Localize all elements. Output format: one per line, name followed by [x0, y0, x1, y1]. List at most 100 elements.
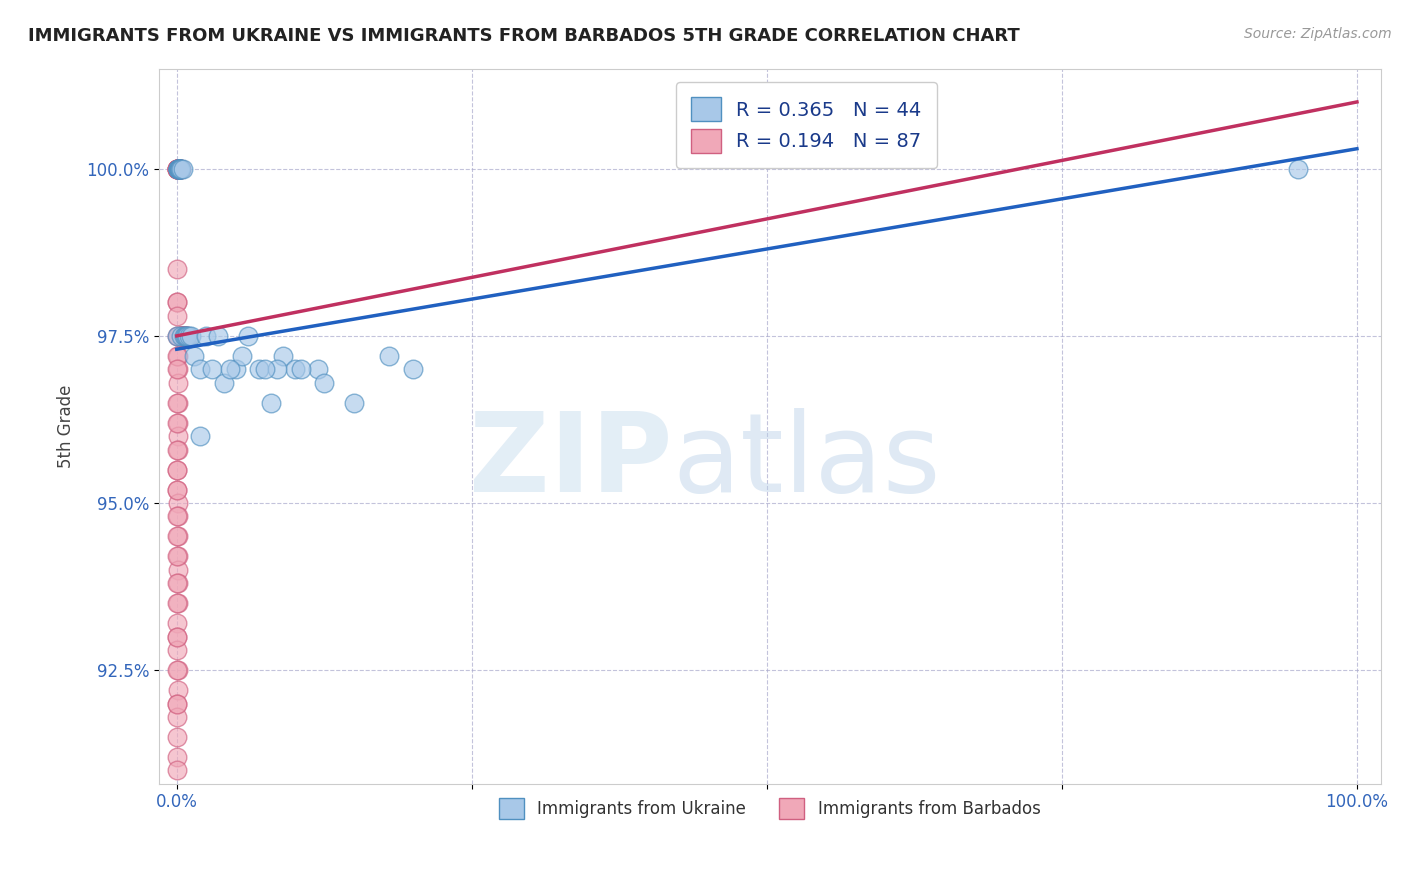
Point	[172, 329, 194, 343]
Point	[166, 295, 188, 310]
Point	[271, 349, 294, 363]
Point	[172, 161, 194, 176]
Text: IMMIGRANTS FROM UKRAINE VS IMMIGRANTS FROM BARBADOS 5TH GRADE CORRELATION CHART: IMMIGRANTS FROM UKRAINE VS IMMIGRANTS FR…	[28, 27, 1019, 45]
Text: ZIP: ZIP	[468, 409, 672, 516]
Point	[166, 161, 188, 176]
Point	[402, 362, 425, 376]
Point	[1286, 161, 1309, 176]
Point	[166, 730, 188, 744]
Point	[236, 329, 259, 343]
Point	[167, 161, 190, 176]
Point	[169, 161, 191, 176]
Point	[174, 329, 197, 343]
Point	[166, 349, 188, 363]
Point	[170, 329, 193, 343]
Point	[167, 596, 190, 610]
Point	[170, 329, 193, 343]
Point	[169, 161, 191, 176]
Point	[169, 161, 191, 176]
Point	[343, 395, 366, 409]
Point	[167, 161, 190, 176]
Point	[166, 329, 188, 343]
Point	[174, 329, 197, 343]
Point	[166, 329, 188, 343]
Point	[169, 161, 191, 176]
Point	[166, 663, 188, 677]
Point	[188, 429, 211, 443]
Point	[170, 161, 193, 176]
Point	[166, 663, 188, 677]
Point	[166, 161, 188, 176]
Point	[166, 161, 188, 176]
Point	[167, 161, 190, 176]
Point	[166, 630, 188, 644]
Point	[166, 349, 188, 363]
Point	[225, 362, 247, 376]
Point	[166, 643, 188, 657]
Point	[307, 362, 329, 376]
Point	[166, 576, 188, 591]
Point	[170, 329, 193, 343]
Y-axis label: 5th Grade: 5th Grade	[58, 384, 75, 467]
Point	[169, 161, 191, 176]
Point	[166, 395, 188, 409]
Point	[266, 362, 288, 376]
Point	[167, 161, 190, 176]
Point	[174, 329, 197, 343]
Point	[167, 161, 190, 176]
Point	[166, 483, 188, 497]
Point	[176, 329, 198, 343]
Point	[166, 697, 188, 711]
Text: atlas: atlas	[672, 409, 941, 516]
Point	[166, 442, 188, 457]
Point	[166, 462, 188, 476]
Point	[167, 161, 190, 176]
Point	[166, 462, 188, 476]
Point	[167, 563, 190, 577]
Point	[169, 161, 191, 176]
Point	[167, 161, 190, 176]
Point	[166, 161, 188, 176]
Point	[167, 161, 190, 176]
Point	[166, 161, 188, 176]
Point	[167, 161, 190, 176]
Point	[166, 549, 188, 564]
Point	[167, 416, 190, 430]
Point	[173, 329, 195, 343]
Point	[254, 362, 277, 376]
Point	[201, 362, 224, 376]
Point	[177, 329, 200, 343]
Point	[314, 376, 336, 390]
Point	[173, 329, 195, 343]
Point	[166, 596, 188, 610]
Point	[166, 161, 188, 176]
Point	[167, 549, 190, 564]
Point	[167, 429, 190, 443]
Point	[167, 161, 190, 176]
Point	[166, 509, 188, 524]
Point	[172, 329, 194, 343]
Point	[169, 161, 191, 176]
Point	[166, 683, 188, 698]
Point	[180, 329, 202, 343]
Point	[166, 362, 188, 376]
Point	[207, 329, 229, 343]
Legend: Immigrants from Ukraine, Immigrants from Barbados: Immigrants from Ukraine, Immigrants from…	[492, 792, 1047, 825]
Point	[166, 262, 188, 277]
Point	[176, 329, 198, 343]
Point	[166, 750, 188, 764]
Point	[166, 529, 188, 543]
Point	[231, 349, 253, 363]
Point	[166, 295, 188, 310]
Point	[195, 329, 218, 343]
Point	[166, 509, 188, 524]
Point	[378, 349, 401, 363]
Point	[169, 161, 191, 176]
Point	[166, 697, 188, 711]
Point	[169, 161, 191, 176]
Point	[166, 764, 188, 778]
Point	[166, 309, 188, 323]
Text: Source: ZipAtlas.com: Source: ZipAtlas.com	[1244, 27, 1392, 41]
Point	[166, 329, 188, 343]
Point	[290, 362, 312, 376]
